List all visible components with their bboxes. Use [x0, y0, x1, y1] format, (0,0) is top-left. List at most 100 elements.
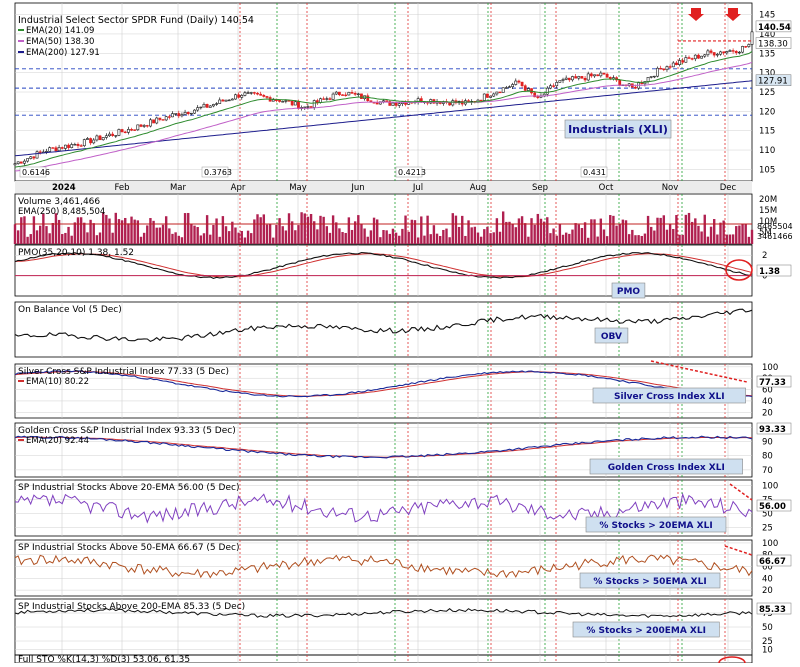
volume-bar — [16, 230, 20, 244]
volume-bar — [627, 234, 631, 244]
volume-tick-label: 15M — [759, 206, 777, 216]
volume-bar — [665, 229, 669, 244]
indicator-title: Golden Cross S&P Industrial Index 93.33 … — [18, 426, 236, 436]
candle-body — [508, 86, 511, 88]
indicator-tick-label: 50 — [762, 623, 773, 633]
volume-bar — [221, 216, 225, 244]
volume-bar — [438, 236, 442, 244]
sto-highlight-circle — [718, 656, 746, 667]
indicator-tick-label: 60 — [762, 563, 773, 573]
candle-body — [366, 95, 370, 101]
x-axis-label: 2024 — [52, 183, 76, 193]
price-candle — [454, 98, 458, 105]
candle-body — [350, 92, 354, 94]
indicator-title: Silver Cross S&P Industrial Index 77.33 … — [18, 367, 229, 377]
volume-bar — [401, 228, 404, 244]
price-candle — [19, 161, 23, 164]
low-label-box — [395, 166, 423, 178]
price-candle — [744, 45, 748, 48]
indicator-value-box — [756, 422, 792, 435]
indicator-title: PMO(35,20,10) 1.38, 1.52 — [18, 248, 134, 258]
volume-bar — [464, 235, 467, 244]
price-candle — [700, 55, 704, 59]
candle-body — [23, 160, 26, 164]
volume-bar — [476, 232, 480, 244]
candle-body — [38, 151, 42, 153]
indicator-value-label: 56.00 — [759, 502, 786, 512]
indicator-title: SP Industrial Stocks Above 200-EMA 85.33… — [18, 602, 245, 612]
price-candle — [212, 103, 215, 108]
volume-bar — [287, 213, 291, 244]
candle-body — [312, 100, 316, 108]
candle-body — [375, 102, 379, 105]
candle-body — [520, 81, 524, 87]
price-candle — [48, 146, 52, 152]
volume-bar — [278, 218, 281, 244]
volume-bar — [174, 232, 177, 244]
candle-body — [189, 112, 193, 115]
price-candle — [89, 137, 92, 146]
volume-bar — [483, 229, 486, 244]
volume-bar — [445, 228, 448, 244]
candle-body — [530, 88, 533, 94]
candle-body — [230, 98, 234, 101]
candle-body — [19, 161, 23, 164]
price-candle — [589, 72, 593, 78]
candle-body — [297, 101, 300, 109]
candle-body — [79, 145, 83, 147]
volume-bar — [561, 234, 565, 244]
price-candle — [583, 75, 587, 83]
volume-bar — [668, 224, 672, 244]
price-candle — [356, 92, 360, 97]
candle-body — [290, 100, 294, 106]
candle-body — [123, 131, 127, 134]
volume-bar — [728, 234, 732, 244]
volume-bar — [303, 213, 306, 244]
price-candle — [586, 71, 590, 82]
x-axis-label: May — [289, 183, 307, 193]
volume-bar — [530, 218, 533, 244]
candle-body — [492, 93, 496, 97]
candle-body — [136, 124, 140, 131]
price-candle — [482, 93, 486, 102]
candle-body — [495, 91, 499, 95]
volume-bar — [394, 232, 398, 244]
volume-bar — [391, 228, 395, 244]
price-candle — [747, 43, 751, 48]
price-candle — [659, 65, 663, 70]
candle-body — [306, 106, 310, 108]
price-candle — [268, 95, 272, 102]
candle-body — [35, 151, 39, 159]
panel-frame-7 — [14, 539, 753, 597]
indicator-tick-label: 80 — [762, 452, 773, 462]
panel-frame-3 — [14, 301, 753, 358]
volume-bar — [79, 217, 83, 244]
price-candle — [29, 156, 33, 160]
volume-bar — [262, 214, 266, 244]
candle-body — [246, 92, 250, 94]
price-candle — [70, 142, 74, 149]
volume-bar — [596, 236, 599, 244]
price-candle — [693, 54, 697, 62]
price-candle — [322, 96, 326, 100]
candle-body — [583, 77, 587, 81]
price-candle — [331, 92, 335, 100]
candle-body — [212, 104, 215, 107]
volume-bar — [672, 229, 675, 244]
indicator-subtitle: EMA(20) 92.44 — [26, 436, 89, 446]
low-label: 0.431 — [583, 168, 606, 177]
candle-body — [671, 62, 675, 68]
price-candle — [262, 93, 266, 98]
volume-bar — [139, 236, 143, 244]
volume-bar — [690, 221, 694, 244]
volume-bar — [227, 231, 231, 244]
volume-bar — [209, 234, 212, 244]
price-candle — [671, 61, 675, 68]
price-candle — [108, 131, 111, 137]
price-candle — [571, 75, 574, 82]
volume-bar — [32, 216, 36, 244]
price-candle — [523, 84, 527, 92]
volume-bar — [133, 219, 136, 244]
indicator-annotation-box — [592, 387, 746, 404]
price-candle — [82, 138, 86, 148]
